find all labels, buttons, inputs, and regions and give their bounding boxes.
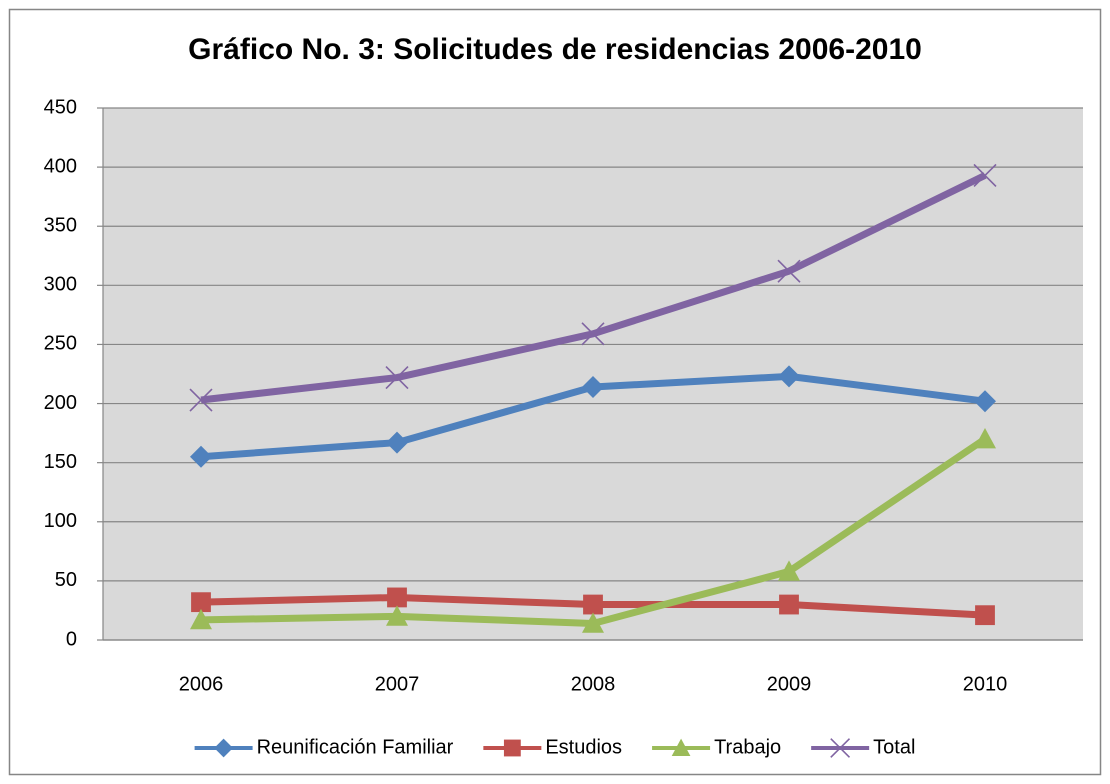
marker-square — [975, 605, 995, 626]
marker-diamond — [582, 376, 604, 399]
marker-square — [779, 594, 799, 615]
y-tick-label: 0 — [66, 628, 77, 650]
y-tick-label: 350 — [44, 215, 77, 237]
plot-area — [103, 108, 1083, 640]
marker-triangle — [190, 608, 212, 630]
marker-diamond — [778, 365, 800, 388]
y-tick-label: 400 — [44, 155, 77, 177]
y-tick-label: 200 — [44, 392, 77, 414]
marker-diamond — [974, 390, 996, 413]
marker-square — [503, 739, 521, 757]
marker-triangle — [582, 612, 604, 633]
y-tick-label: 250 — [44, 333, 77, 355]
x-tick-label: 2010 — [963, 673, 1008, 695]
marker-triangle — [671, 738, 691, 756]
marker-square — [583, 594, 603, 615]
y-tick-label: 150 — [44, 451, 77, 473]
marker-diamond — [214, 738, 233, 758]
marker-x — [830, 738, 851, 758]
marker-diamond — [386, 431, 408, 454]
marker-triangle — [974, 428, 996, 449]
y-tick-label: 50 — [55, 569, 77, 591]
legend-label: Estudios — [545, 736, 622, 758]
y-tick-label: 100 — [44, 510, 77, 532]
marker-x — [777, 259, 801, 283]
chart-title: Gráfico No. 3: Solicitudes de residencia… — [188, 33, 922, 66]
marker-x — [973, 163, 997, 187]
legend-label: Reunificación Familiar — [257, 736, 454, 758]
marker-triangle — [778, 560, 800, 581]
y-tick-label: 450 — [44, 96, 77, 118]
x-tick-label: 2006 — [179, 673, 224, 695]
marker-x — [581, 322, 605, 346]
marker-square — [191, 592, 211, 613]
x-tick-label: 2007 — [375, 673, 420, 695]
x-tick-label: 2009 — [767, 673, 812, 695]
legend-label: Total — [873, 736, 915, 758]
y-tick-label: 300 — [44, 274, 77, 296]
legend-label: Trabajo — [714, 736, 781, 758]
marker-triangle — [386, 605, 408, 626]
x-tick-label: 2008 — [571, 673, 616, 695]
marker-x — [189, 388, 213, 412]
marker-square — [387, 587, 407, 608]
marker-diamond — [190, 445, 212, 468]
marker-x — [385, 365, 409, 390]
